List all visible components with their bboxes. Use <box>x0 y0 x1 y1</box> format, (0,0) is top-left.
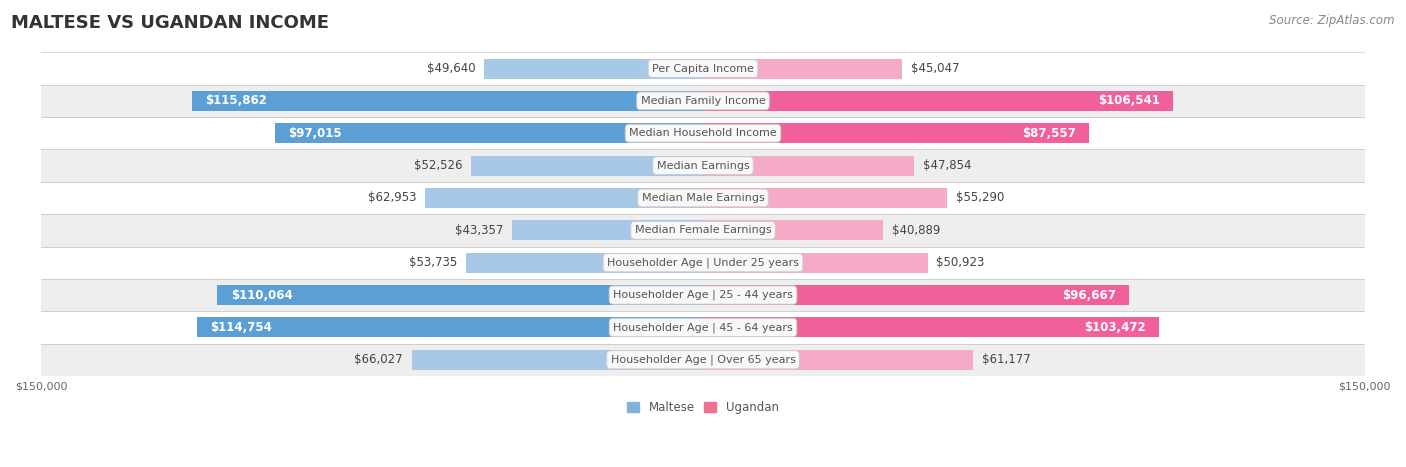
Bar <box>703 253 928 273</box>
Bar <box>512 220 703 241</box>
Bar <box>41 344 1365 376</box>
Bar <box>703 318 1160 338</box>
Bar <box>484 58 703 78</box>
Text: Median Male Earnings: Median Male Earnings <box>641 193 765 203</box>
Bar <box>703 188 946 208</box>
Bar <box>276 123 703 143</box>
Bar <box>412 350 703 370</box>
Text: $40,889: $40,889 <box>893 224 941 237</box>
Bar <box>703 156 914 176</box>
Text: Median Household Income: Median Household Income <box>628 128 778 138</box>
Bar <box>703 220 883 241</box>
Text: Householder Age | 45 - 64 years: Householder Age | 45 - 64 years <box>613 322 793 333</box>
Text: $115,862: $115,862 <box>205 94 267 107</box>
Bar <box>703 91 1173 111</box>
Bar <box>41 214 1365 247</box>
Bar <box>41 279 1365 311</box>
Text: Median Earnings: Median Earnings <box>657 161 749 170</box>
Bar <box>425 188 703 208</box>
Bar <box>41 52 1365 85</box>
Text: Householder Age | 25 - 44 years: Householder Age | 25 - 44 years <box>613 290 793 300</box>
Text: $114,754: $114,754 <box>209 321 271 334</box>
Text: $62,953: $62,953 <box>368 191 416 205</box>
Bar <box>41 117 1365 149</box>
Legend: Maltese, Ugandan: Maltese, Ugandan <box>623 396 783 418</box>
Text: $55,290: $55,290 <box>956 191 1004 205</box>
Bar <box>703 123 1090 143</box>
Text: Median Female Earnings: Median Female Earnings <box>634 226 772 235</box>
Text: Source: ZipAtlas.com: Source: ZipAtlas.com <box>1270 14 1395 27</box>
Bar <box>703 285 1129 305</box>
Bar <box>703 58 901 78</box>
Text: $45,047: $45,047 <box>911 62 959 75</box>
Text: $52,526: $52,526 <box>413 159 463 172</box>
Text: Householder Age | Over 65 years: Householder Age | Over 65 years <box>610 354 796 365</box>
Text: $87,557: $87,557 <box>1022 127 1076 140</box>
Text: $47,854: $47,854 <box>922 159 972 172</box>
Bar <box>197 318 703 338</box>
Bar <box>703 350 973 370</box>
Text: Median Family Income: Median Family Income <box>641 96 765 106</box>
Bar <box>471 156 703 176</box>
Bar <box>41 85 1365 117</box>
Text: $66,027: $66,027 <box>354 353 404 366</box>
Text: Householder Age | Under 25 years: Householder Age | Under 25 years <box>607 257 799 268</box>
Bar <box>41 182 1365 214</box>
Text: $43,357: $43,357 <box>454 224 503 237</box>
Bar <box>41 247 1365 279</box>
Bar <box>191 91 703 111</box>
Text: $96,667: $96,667 <box>1063 289 1116 302</box>
Text: $97,015: $97,015 <box>288 127 342 140</box>
Text: MALTESE VS UGANDAN INCOME: MALTESE VS UGANDAN INCOME <box>11 14 329 32</box>
Bar <box>218 285 703 305</box>
Text: Per Capita Income: Per Capita Income <box>652 64 754 73</box>
Text: $103,472: $103,472 <box>1084 321 1146 334</box>
Text: $106,541: $106,541 <box>1098 94 1160 107</box>
Bar <box>41 149 1365 182</box>
Bar <box>41 311 1365 344</box>
Text: $53,735: $53,735 <box>409 256 457 269</box>
Text: $50,923: $50,923 <box>936 256 984 269</box>
Text: $61,177: $61,177 <box>981 353 1031 366</box>
Text: $49,640: $49,640 <box>426 62 475 75</box>
Text: $110,064: $110,064 <box>231 289 292 302</box>
Bar <box>465 253 703 273</box>
